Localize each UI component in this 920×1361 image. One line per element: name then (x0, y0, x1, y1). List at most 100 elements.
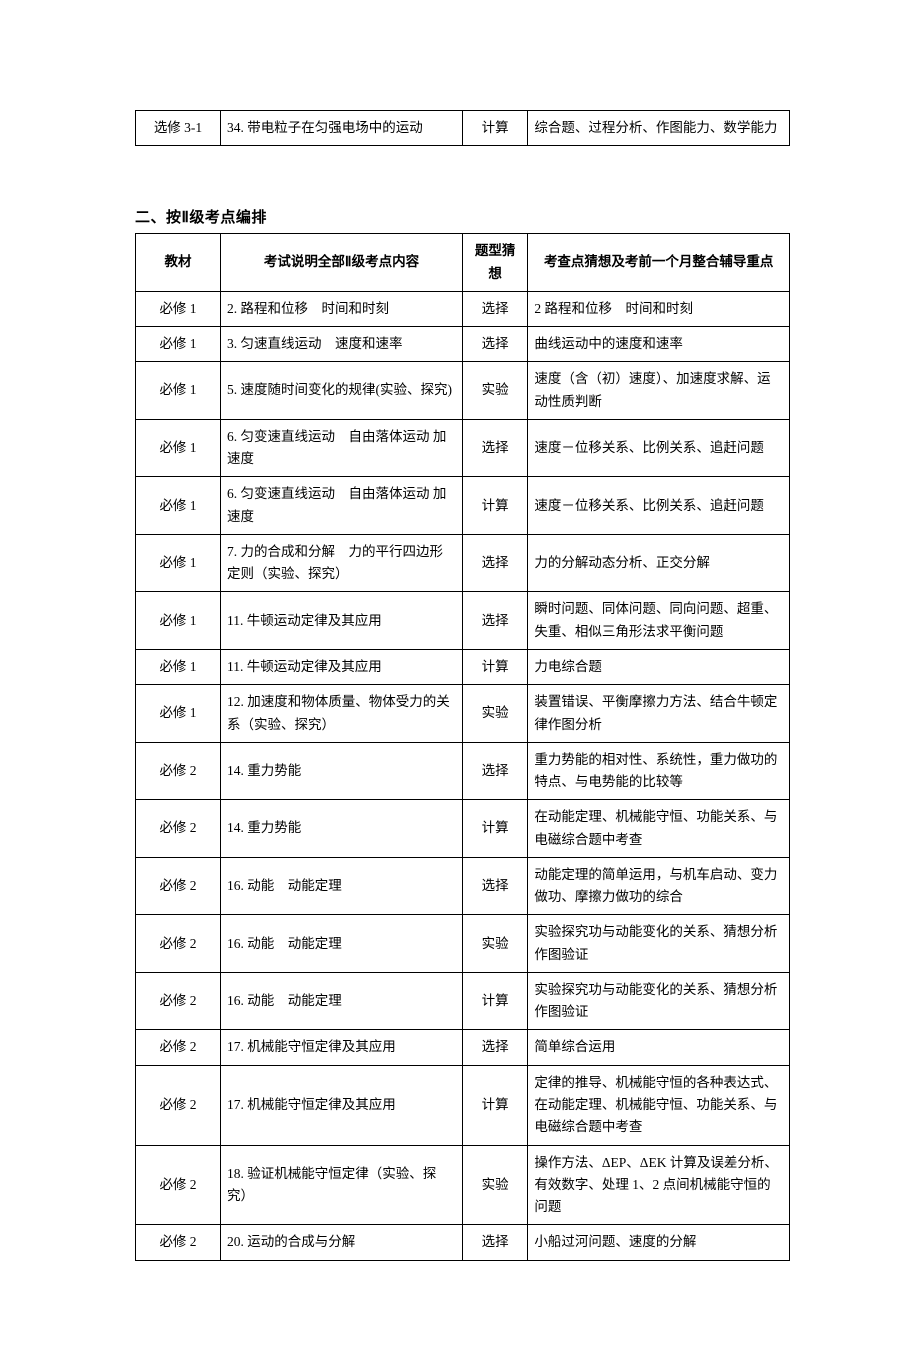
table-row: 必修 214. 重力势能计算在动能定理、机械能守恒、功能关系、与电磁综合题中考查 (136, 800, 790, 858)
cell-content: 3. 匀速直线运动 速度和速率 (221, 327, 463, 362)
table-top-body: 选修 3-1 34. 带电粒子在匀强电场中的运动 计算 综合题、过程分析、作图能… (136, 111, 790, 146)
cell-qtype: 实验 (462, 362, 527, 420)
cell-textbook: 必修 1 (136, 649, 221, 684)
cell-focus: 速度（含（初）速度）、加速度求解、运动性质判断 (528, 362, 790, 420)
cell-focus: 定律的推导、机械能守恒的各种表达式、在动能定理、机械能守恒、功能关系、与电磁综合… (528, 1065, 790, 1145)
cell-qtype: 计算 (462, 649, 527, 684)
cell-focus: 重力势能的相对性、系统性，重力做功的特点、与电势能的比较等 (528, 742, 790, 800)
cell-content: 14. 重力势能 (221, 742, 463, 800)
cell-textbook: 必修 1 (136, 362, 221, 420)
table-row: 必修 17. 力的合成和分解 力的平行四边形定则（实验、探究）选择力的分解动态分… (136, 534, 790, 592)
cell-textbook: 必修 1 (136, 419, 221, 477)
cell-textbook: 必修 2 (136, 915, 221, 973)
cell-content: 16. 动能 动能定理 (221, 972, 463, 1030)
cell-qtype: 选择 (462, 1225, 527, 1260)
table-row: 必修 214. 重力势能选择重力势能的相对性、系统性，重力做功的特点、与电势能的… (136, 742, 790, 800)
header-textbook: 教材 (136, 234, 221, 292)
table-row: 必修 111. 牛顿运动定律及其应用计算力电综合题 (136, 649, 790, 684)
cell-content: 7. 力的合成和分解 力的平行四边形定则（实验、探究） (221, 534, 463, 592)
cell-qtype: 选择 (462, 857, 527, 915)
cell-textbook: 必修 1 (136, 291, 221, 326)
page-container: 选修 3-1 34. 带电粒子在匀强电场中的运动 计算 综合题、过程分析、作图能… (0, 0, 920, 1361)
cell-content: 20. 运动的合成与分解 (221, 1225, 463, 1260)
cell-content: 11. 牛顿运动定律及其应用 (221, 592, 463, 650)
cell-content: 6. 匀变速直线运动 自由落体运动 加速度 (221, 419, 463, 477)
cell-content: 14. 重力势能 (221, 800, 463, 858)
cell-focus: 速度－位移关系、比例关系、追赶问题 (528, 477, 790, 535)
cell-content: 6. 匀变速直线运动 自由落体运动 加速度 (221, 477, 463, 535)
cell-focus: 曲线运动中的速度和速率 (528, 327, 790, 362)
cell-textbook: 必修 1 (136, 477, 221, 535)
table-row: 必修 218. 验证机械能守恒定律（实验、探究）实验操作方法、ΔEP、ΔEK 计… (136, 1145, 790, 1225)
table-top-fragment: 选修 3-1 34. 带电粒子在匀强电场中的运动 计算 综合题、过程分析、作图能… (135, 110, 790, 146)
cell-textbook: 必修 1 (136, 534, 221, 592)
cell-focus: 简单综合运用 (528, 1030, 790, 1065)
cell-textbook: 必修 1 (136, 327, 221, 362)
cell-textbook: 必修 2 (136, 972, 221, 1030)
cell-qtype: 选择 (462, 1030, 527, 1065)
cell-content: 2. 路程和位移 时间和时刻 (221, 291, 463, 326)
cell-textbook: 选修 3-1 (136, 111, 221, 146)
cell-focus: 综合题、过程分析、作图能力、数学能力 (528, 111, 790, 146)
cell-textbook: 必修 2 (136, 1065, 221, 1145)
cell-qtype: 计算 (462, 477, 527, 535)
header-qtype: 题型猜想 (462, 234, 527, 292)
cell-qtype: 计算 (462, 972, 527, 1030)
cell-qtype: 实验 (462, 915, 527, 973)
cell-content: 16. 动能 动能定理 (221, 915, 463, 973)
cell-textbook: 必修 2 (136, 800, 221, 858)
table-header-row: 教材 考试说明全部Ⅱ级考点内容 题型猜想 考查点猜想及考前一个月整合辅导重点 (136, 234, 790, 292)
cell-qtype: 选择 (462, 742, 527, 800)
cell-qtype: 选择 (462, 419, 527, 477)
cell-focus: 瞬时问题、同体问题、同向问题、超重、失重、相似三角形法求平衡问题 (528, 592, 790, 650)
cell-qtype: 计算 (462, 111, 527, 146)
table-row: 必修 216. 动能 动能定理计算实验探究功与动能变化的关系、猜想分析作图验证 (136, 972, 790, 1030)
table-row: 必修 216. 动能 动能定理选择动能定理的简单运用，与机车启动、变力做功、摩擦… (136, 857, 790, 915)
cell-content: 16. 动能 动能定理 (221, 857, 463, 915)
section-title: 二、按Ⅱ级考点编排 (135, 206, 790, 227)
cell-focus: 2 路程和位移 时间和时刻 (528, 291, 790, 326)
table-row: 必修 16. 匀变速直线运动 自由落体运动 加速度计算速度－位移关系、比例关系、… (136, 477, 790, 535)
cell-textbook: 必修 1 (136, 592, 221, 650)
cell-qtype: 计算 (462, 800, 527, 858)
cell-content: 11. 牛顿运动定律及其应用 (221, 649, 463, 684)
cell-textbook: 必修 2 (136, 1225, 221, 1260)
cell-textbook: 必修 2 (136, 742, 221, 800)
table-row: 必修 15. 速度随时间变化的规律(实验、探究)实验速度（含（初）速度）、加速度… (136, 362, 790, 420)
cell-qtype: 选择 (462, 534, 527, 592)
cell-textbook: 必修 2 (136, 857, 221, 915)
cell-focus: 力的分解动态分析、正交分解 (528, 534, 790, 592)
table-row: 必修 216. 动能 动能定理实验实验探究功与动能变化的关系、猜想分析作图验证 (136, 915, 790, 973)
cell-textbook: 必修 2 (136, 1145, 221, 1225)
cell-qtype: 选择 (462, 592, 527, 650)
cell-focus: 操作方法、ΔEP、ΔEK 计算及误差分析、有效数字、处理 1、2 点间机械能守恒… (528, 1145, 790, 1225)
table-main-body: 必修 12. 路程和位移 时间和时刻选择2 路程和位移 时间和时刻必修 13. … (136, 291, 790, 1260)
cell-content: 17. 机械能守恒定律及其应用 (221, 1065, 463, 1145)
cell-focus: 动能定理的简单运用，与机车启动、变力做功、摩擦力做功的综合 (528, 857, 790, 915)
cell-qtype: 计算 (462, 1065, 527, 1145)
cell-textbook: 必修 2 (136, 1030, 221, 1065)
table-row: 必修 217. 机械能守恒定律及其应用选择简单综合运用 (136, 1030, 790, 1065)
cell-content: 17. 机械能守恒定律及其应用 (221, 1030, 463, 1065)
table-row: 必修 12. 路程和位移 时间和时刻选择2 路程和位移 时间和时刻 (136, 291, 790, 326)
header-focus: 考查点猜想及考前一个月整合辅导重点 (528, 234, 790, 292)
cell-focus: 实验探究功与动能变化的关系、猜想分析作图验证 (528, 972, 790, 1030)
cell-focus: 装置错误、平衡摩擦力方法、结合牛顿定律作图分析 (528, 685, 790, 743)
table-row: 必修 112. 加速度和物体质量、物体受力的关系（实验、探究）实验装置错误、平衡… (136, 685, 790, 743)
cell-focus: 在动能定理、机械能守恒、功能关系、与电磁综合题中考查 (528, 800, 790, 858)
cell-content: 34. 带电粒子在匀强电场中的运动 (221, 111, 463, 146)
cell-focus: 实验探究功与动能变化的关系、猜想分析作图验证 (528, 915, 790, 973)
table-row: 必修 217. 机械能守恒定律及其应用计算定律的推导、机械能守恒的各种表达式、在… (136, 1065, 790, 1145)
cell-qtype: 选择 (462, 291, 527, 326)
cell-focus: 力电综合题 (528, 649, 790, 684)
table-row: 必修 220. 运动的合成与分解选择小船过河问题、速度的分解 (136, 1225, 790, 1260)
table-row: 选修 3-1 34. 带电粒子在匀强电场中的运动 计算 综合题、过程分析、作图能… (136, 111, 790, 146)
cell-qtype: 选择 (462, 327, 527, 362)
table-row: 必修 13. 匀速直线运动 速度和速率选择曲线运动中的速度和速率 (136, 327, 790, 362)
cell-focus: 速度－位移关系、比例关系、追赶问题 (528, 419, 790, 477)
cell-textbook: 必修 1 (136, 685, 221, 743)
cell-focus: 小船过河问题、速度的分解 (528, 1225, 790, 1260)
header-content: 考试说明全部Ⅱ级考点内容 (221, 234, 463, 292)
table-main: 教材 考试说明全部Ⅱ级考点内容 题型猜想 考查点猜想及考前一个月整合辅导重点 必… (135, 233, 790, 1260)
cell-qtype: 实验 (462, 1145, 527, 1225)
